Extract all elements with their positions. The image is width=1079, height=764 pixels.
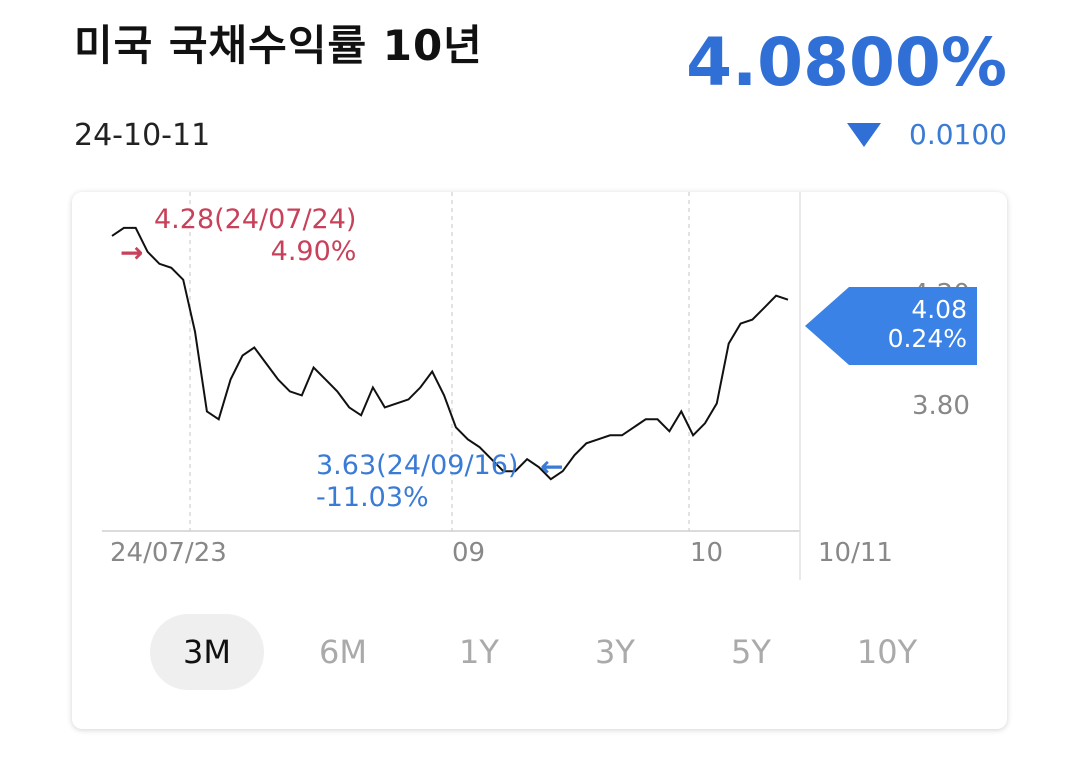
period-button-3m[interactable]: 3M: [150, 614, 264, 690]
grid-layer: [189, 192, 690, 531]
period-button-3y[interactable]: 3Y: [595, 633, 635, 671]
period-button-6m[interactable]: 6M: [319, 633, 367, 671]
x-tick-label: 24/07/23: [110, 538, 227, 568]
chart-card: → 4.28(24/07/24) 4.90% 3.63(24/09/16) -1…: [72, 192, 1007, 729]
x-tick-label: 10/11: [818, 538, 893, 568]
period-button-5y[interactable]: 5Y: [731, 633, 771, 671]
change-indicator: 0.0100: [847, 118, 1007, 151]
current-value: 4.08: [911, 295, 967, 324]
high-pct: 4.90%: [270, 236, 357, 267]
current-pct: 0.24%: [887, 324, 967, 353]
x-tick-label: 10: [690, 538, 724, 568]
page-title: 미국 국채수익률 10년: [74, 21, 483, 70]
arrow-right-icon: →: [120, 236, 144, 269]
triangle-down-icon: [847, 122, 882, 147]
series-line: [111, 226, 789, 481]
line-chart: [102, 192, 801, 580]
period-selector: 3M 6M 1Y 3Y 5Y 10Y: [150, 614, 944, 690]
change-value: 0.0100: [909, 118, 1007, 151]
high-annotation: 4.28(24/07/24) 4.90%: [154, 204, 356, 268]
y-tick-label: 3.80: [912, 391, 970, 421]
low-annotation: 3.63(24/09/16) -11.03%: [316, 450, 518, 514]
period-button-10y[interactable]: 10Y: [856, 633, 918, 671]
x-tick-label: 09: [452, 538, 486, 568]
low-value: 3.63(24/09/16): [316, 450, 519, 481]
high-value: 4.28(24/07/24): [154, 204, 357, 235]
period-button-1y[interactable]: 1Y: [459, 633, 499, 671]
low-pct: -11.03%: [316, 482, 429, 513]
quote-date: 24-10-11: [74, 118, 211, 153]
current-yield: 4.0800%: [686, 24, 1007, 101]
arrow-left-icon: ←: [540, 450, 564, 483]
